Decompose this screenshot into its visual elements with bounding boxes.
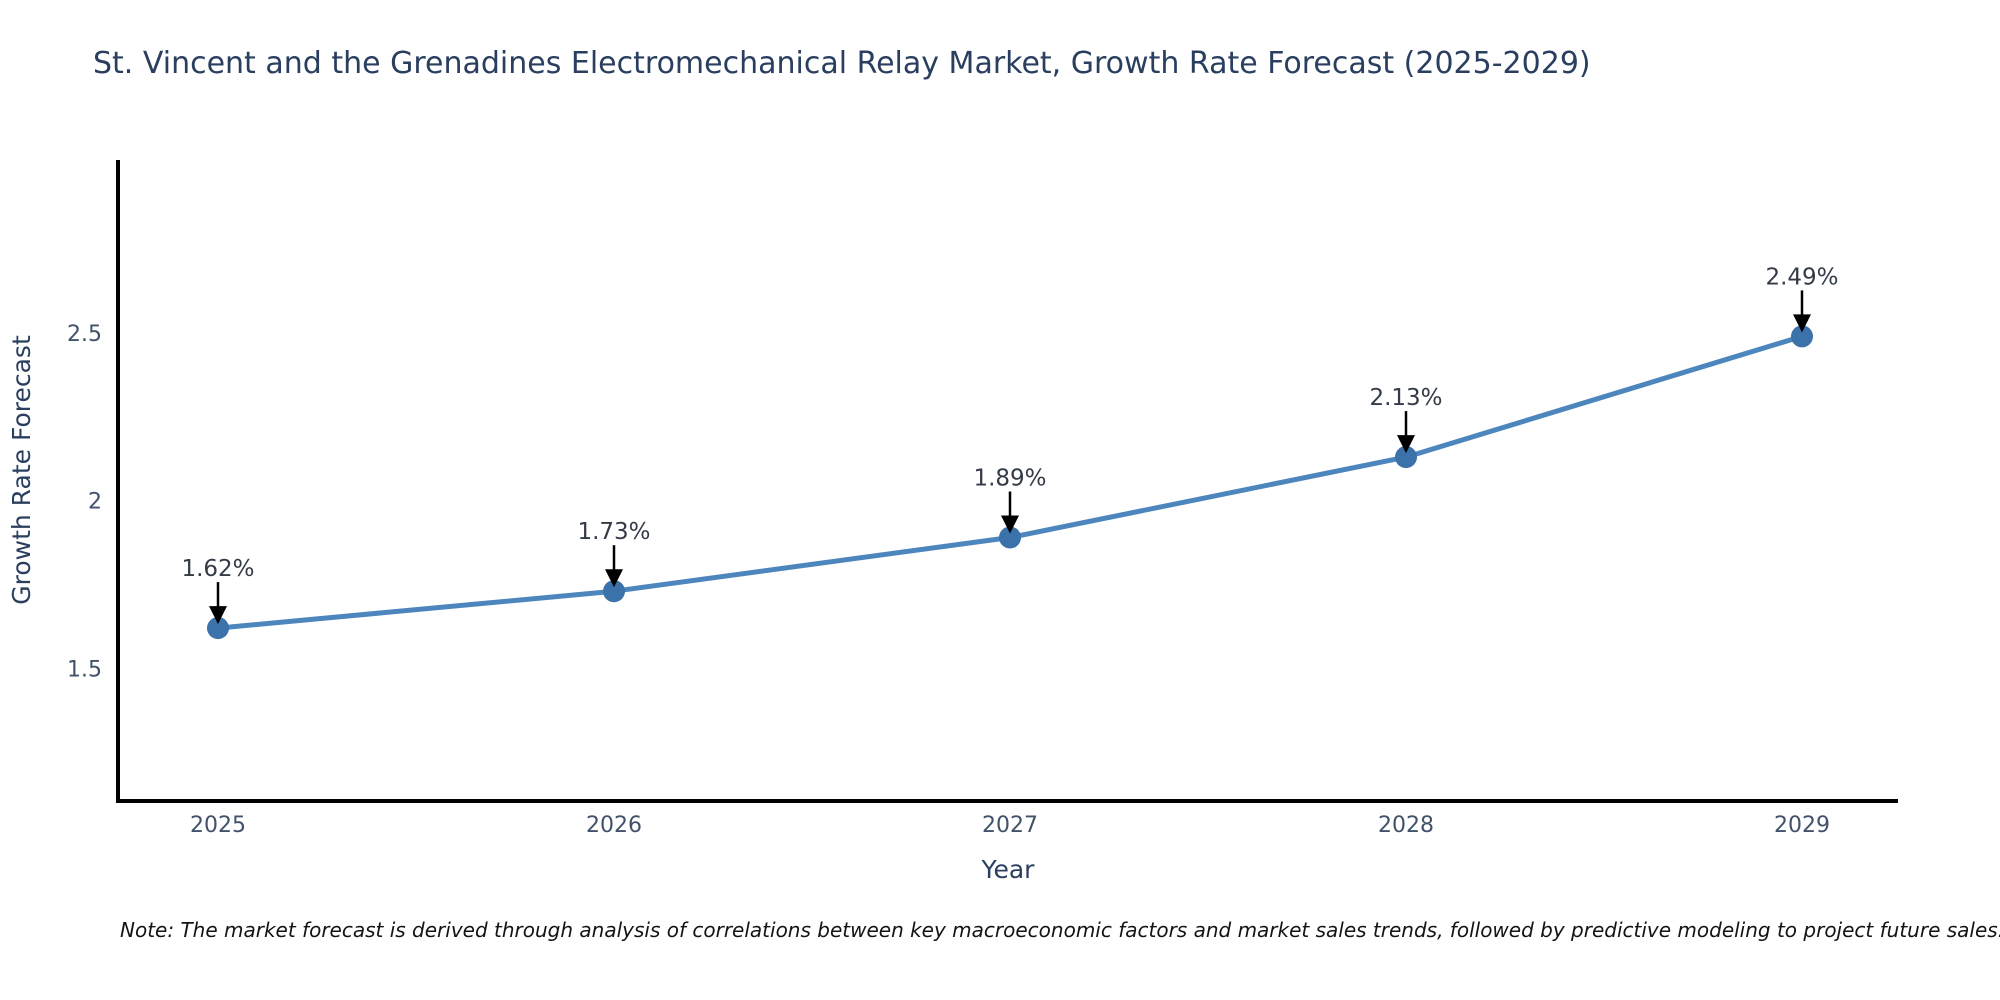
data-point-marker[interactable] (1395, 446, 1417, 469)
footnote: Note: The market forecast is derived thr… (120, 918, 2000, 942)
x-tick-label: 2025 (190, 813, 246, 838)
y-tick-label: 2 (88, 490, 102, 515)
x-axis-title: Year (981, 855, 1036, 884)
annotation-arrow-head-icon (1793, 314, 1811, 333)
y-tick-label: 1.5 (67, 657, 102, 682)
annotation-arrow-head-icon (1397, 435, 1415, 454)
axis-spines (116, 160, 1898, 803)
chart-title: St. Vincent and the Grenadines Electrome… (93, 46, 1591, 81)
point-value-label: 2.49% (1765, 264, 1838, 290)
annotations-layer: 1.62% 1.73% 1.89% 2.13% 2.49% (181, 264, 1839, 625)
y-tick-label: 2.5 (67, 322, 102, 347)
annotation-arrow-head-icon (1001, 515, 1019, 534)
data-point-marker[interactable] (1791, 325, 1813, 348)
point-value-label: 1.73% (577, 519, 650, 545)
data-point-marker[interactable] (603, 580, 625, 603)
x-tick-label: 2028 (1378, 813, 1434, 838)
x-tick-label: 2026 (586, 813, 642, 838)
point-value-label: 1.62% (181, 556, 254, 582)
series-layer (207, 325, 1813, 640)
data-point-marker[interactable] (999, 526, 1021, 549)
x-tick-label: 2029 (1774, 813, 1830, 838)
x-tick-label: 2027 (982, 813, 1038, 838)
point-value-label: 2.13% (1369, 385, 1442, 411)
data-point-marker[interactable] (207, 617, 229, 640)
annotation-arrow-head-icon (605, 569, 623, 588)
annotation-arrow-head-icon (209, 606, 227, 625)
axes-layer: 1.5 2 2.5 2025 2026 2027 2028 2029 (67, 160, 1898, 838)
point-value-label: 1.89% (973, 466, 1046, 492)
y-axis-title: Growth Rate Forecast (7, 335, 36, 605)
